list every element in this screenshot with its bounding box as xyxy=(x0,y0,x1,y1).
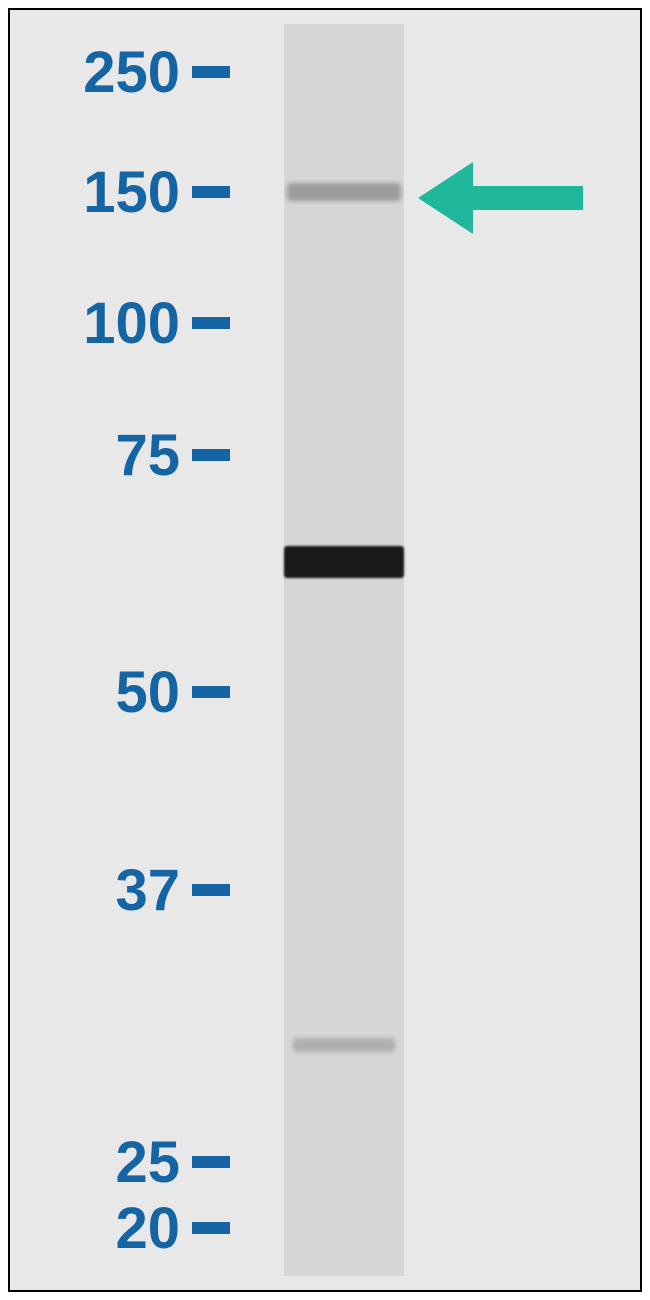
band-1 xyxy=(284,546,404,578)
blot-container: 250 150 100 75 50 37 2520 xyxy=(8,8,642,1292)
marker-tick-100 xyxy=(192,317,230,329)
band-2 xyxy=(293,1038,395,1052)
marker-tick-20 xyxy=(192,1222,230,1234)
marker-tick-50 xyxy=(192,686,230,698)
marker-tick-37 xyxy=(192,884,230,896)
marker-label-25: 25 xyxy=(40,1129,180,1196)
band-0 xyxy=(287,183,401,201)
marker-tick-150 xyxy=(192,186,230,198)
marker-tick-250 xyxy=(192,66,230,78)
marker-tick-25 xyxy=(192,1156,230,1168)
marker-label-20: 20 xyxy=(40,1195,180,1262)
target-arrow xyxy=(418,162,583,234)
marker-label-50: 50 xyxy=(40,659,180,726)
gel-lane xyxy=(284,24,404,1276)
marker-label-250: 250 xyxy=(40,39,180,106)
marker-label-75: 75 xyxy=(40,422,180,489)
marker-label-100: 100 xyxy=(40,290,180,357)
marker-tick-75 xyxy=(192,449,230,461)
marker-label-37: 37 xyxy=(40,857,180,924)
marker-label-150: 150 xyxy=(40,159,180,226)
